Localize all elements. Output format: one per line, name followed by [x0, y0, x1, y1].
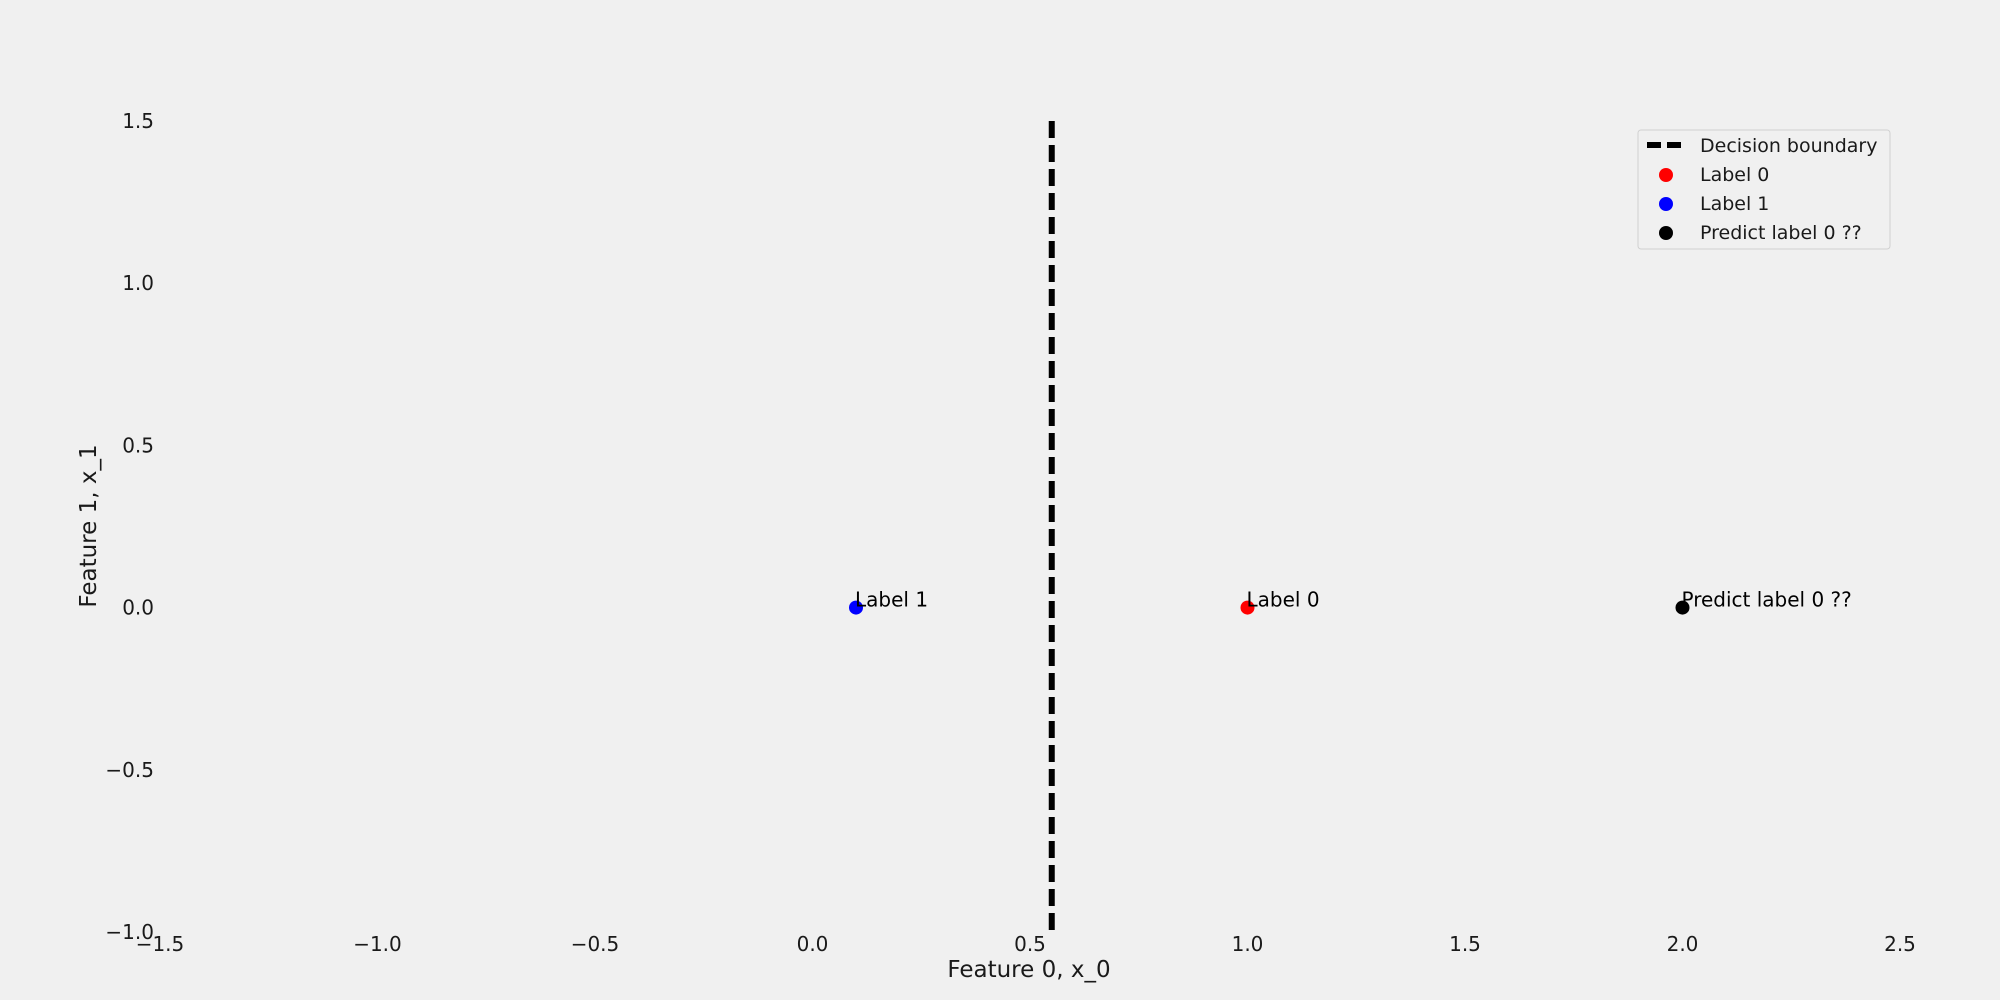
point-annotation: Label 0 — [1247, 588, 1320, 612]
legend-box — [1637, 129, 1891, 250]
y-tick-label: −0.5 — [105, 758, 154, 782]
y-tick-label: 0.0 — [122, 596, 154, 620]
x-tick-label: 0.0 — [797, 932, 829, 956]
legend-label-1-marker — [1659, 197, 1673, 211]
point-annotation: Label 1 — [855, 588, 928, 612]
x-tick-label: 1.0 — [1232, 932, 1264, 956]
legend-label-1-label: Label 1 — [1700, 193, 1769, 215]
legend-label-0-marker — [1659, 168, 1673, 182]
point-annotation: Predict label 0 ?? — [1682, 588, 1852, 612]
x-tick-label: −1.0 — [353, 932, 402, 956]
x-tick-label: 0.5 — [1014, 932, 1046, 956]
legend-predict-label: Predict label 0 ?? — [1700, 222, 1862, 244]
points-layer: Label 0 Label 1 Predict label 0 ?? — [849, 588, 1852, 615]
data-point — [849, 600, 863, 615]
y-axis-title: Feature 1, x_1 — [76, 444, 102, 607]
legend-label-0-label: Label 0 — [1700, 164, 1769, 186]
ticks-layer: −1.5 −1.0 −0.5 0.0 0.5 1.0 1.5 2.0 2.5−1.0−0.50.… — [105, 109, 1915, 956]
legend-predict-marker — [1659, 226, 1673, 240]
y-tick-label: 1.5 — [122, 109, 154, 133]
legend-decision-boundary-label: Decision boundary — [1700, 135, 1877, 157]
data-point — [1240, 600, 1255, 615]
x-tick-label: −0.5 — [571, 932, 620, 956]
data-point — [1675, 600, 1690, 615]
x-tick-label: 2.5 — [1884, 932, 1916, 956]
x-axis-title: Feature 0, x_0 — [947, 957, 1110, 983]
x-tick-label: 2.0 — [1667, 932, 1699, 956]
y-tick-label: −1.0 — [105, 920, 154, 944]
x-tick-label: 1.5 — [1449, 932, 1481, 956]
x-tick-label: −1.5 — [136, 932, 185, 956]
y-tick-label: 0.5 — [122, 433, 154, 457]
y-tick-label: 1.0 — [122, 271, 154, 295]
legend: Decision boundary Label 0 Label 1 Predic… — [1637, 129, 1891, 250]
